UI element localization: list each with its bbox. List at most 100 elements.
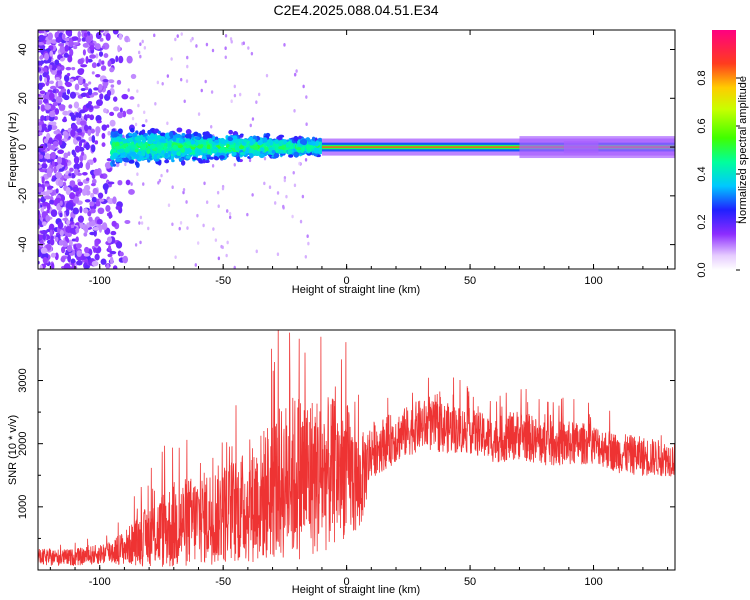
noise-cell <box>38 124 42 132</box>
noise-cell <box>48 137 53 145</box>
band-cell <box>250 147 255 154</box>
noise-cell <box>83 252 90 257</box>
noise-cell <box>137 50 141 55</box>
noise-cell <box>50 39 57 44</box>
noise-cell <box>38 234 41 240</box>
noise-cell <box>39 35 46 42</box>
noise-cell <box>77 181 84 187</box>
noise-cell <box>48 121 52 126</box>
noise-cell <box>307 241 310 246</box>
band-cell <box>299 138 306 145</box>
noise-cell <box>69 192 76 200</box>
noise-cell <box>65 187 71 196</box>
snr-x-tick-label: -100 <box>89 576 111 588</box>
noise-cell <box>166 121 169 126</box>
noise-cell <box>55 77 60 81</box>
snr-line <box>38 330 675 567</box>
noise-cell <box>102 79 109 83</box>
noise-cell <box>66 232 72 238</box>
noise-cell <box>305 95 308 99</box>
noise-cell <box>69 180 76 187</box>
band-cell <box>130 144 136 149</box>
noise-cell <box>141 39 144 44</box>
noise-cell <box>145 119 148 123</box>
noise-cell <box>91 62 97 69</box>
noise-cell <box>239 92 242 97</box>
band-cell <box>154 137 160 143</box>
band-cell <box>278 145 285 150</box>
snr-y-tick-label: 2000 <box>17 431 29 455</box>
band-cell <box>145 152 150 159</box>
noise-cell <box>113 106 120 112</box>
noise-cell <box>101 45 106 50</box>
noise-cell <box>59 45 65 54</box>
noise-cell <box>62 130 68 136</box>
noise-cell <box>40 115 45 121</box>
noise-cell <box>304 158 308 162</box>
noise-cell <box>109 111 115 117</box>
band-cell <box>184 133 191 139</box>
noise-cell <box>40 191 47 196</box>
noise-cell <box>40 247 48 254</box>
noise-cell <box>127 88 130 92</box>
band-cell <box>176 127 183 133</box>
noise-cell <box>91 260 99 267</box>
noise-cell <box>38 198 41 203</box>
band-cell <box>213 156 219 160</box>
noise-cell <box>160 173 163 178</box>
band-cell <box>127 137 134 143</box>
noise-cell <box>54 134 61 140</box>
noise-cell <box>136 89 139 93</box>
band-cell <box>111 141 117 148</box>
band-cell <box>153 153 157 160</box>
noise-cell <box>77 58 84 65</box>
noise-cell <box>95 73 101 78</box>
noise-cell <box>305 122 308 126</box>
noise-cell <box>65 202 73 210</box>
noise-cell <box>75 243 82 249</box>
noise-cell <box>116 79 122 85</box>
noise-cell <box>107 253 113 258</box>
noise-cell <box>119 251 124 257</box>
noise-cell <box>224 55 227 60</box>
band-cell <box>305 144 312 151</box>
band-cell <box>318 150 322 154</box>
noise-cell <box>46 209 50 214</box>
band-cell <box>190 140 196 145</box>
band-cell <box>147 138 154 145</box>
band-cell <box>193 131 199 137</box>
band-cell <box>152 141 158 145</box>
noise-cell <box>77 77 83 85</box>
noise-cell <box>48 92 55 100</box>
band-cell <box>159 138 166 143</box>
noise-cell <box>38 186 44 193</box>
noise-cell <box>115 205 121 210</box>
noise-cell <box>179 221 183 225</box>
noise-cell <box>55 36 62 43</box>
noise-cell <box>38 67 42 73</box>
noise-cell <box>268 185 272 190</box>
band-cell <box>128 133 133 137</box>
noise-cell <box>101 222 108 231</box>
band-cell <box>172 144 177 150</box>
band-cell <box>313 147 320 151</box>
noise-cell <box>38 131 43 136</box>
noise-cell <box>82 49 86 56</box>
noise-cell <box>118 33 123 40</box>
noise-cell <box>89 54 96 59</box>
noise-cell <box>61 90 67 99</box>
noise-cell <box>88 81 92 85</box>
band-cell <box>164 159 170 164</box>
noise-cell <box>251 193 254 197</box>
noise-cell <box>38 30 43 34</box>
noise-cell <box>161 81 164 86</box>
noise-cell <box>233 265 236 269</box>
noise-cell <box>283 43 286 47</box>
noise-cell <box>142 182 145 186</box>
noise-cell <box>226 240 229 245</box>
noise-cell <box>174 255 177 259</box>
noise-cell <box>49 104 56 111</box>
noise-cell <box>52 141 59 147</box>
noise-cell <box>147 226 150 231</box>
noise-cell <box>94 140 99 145</box>
